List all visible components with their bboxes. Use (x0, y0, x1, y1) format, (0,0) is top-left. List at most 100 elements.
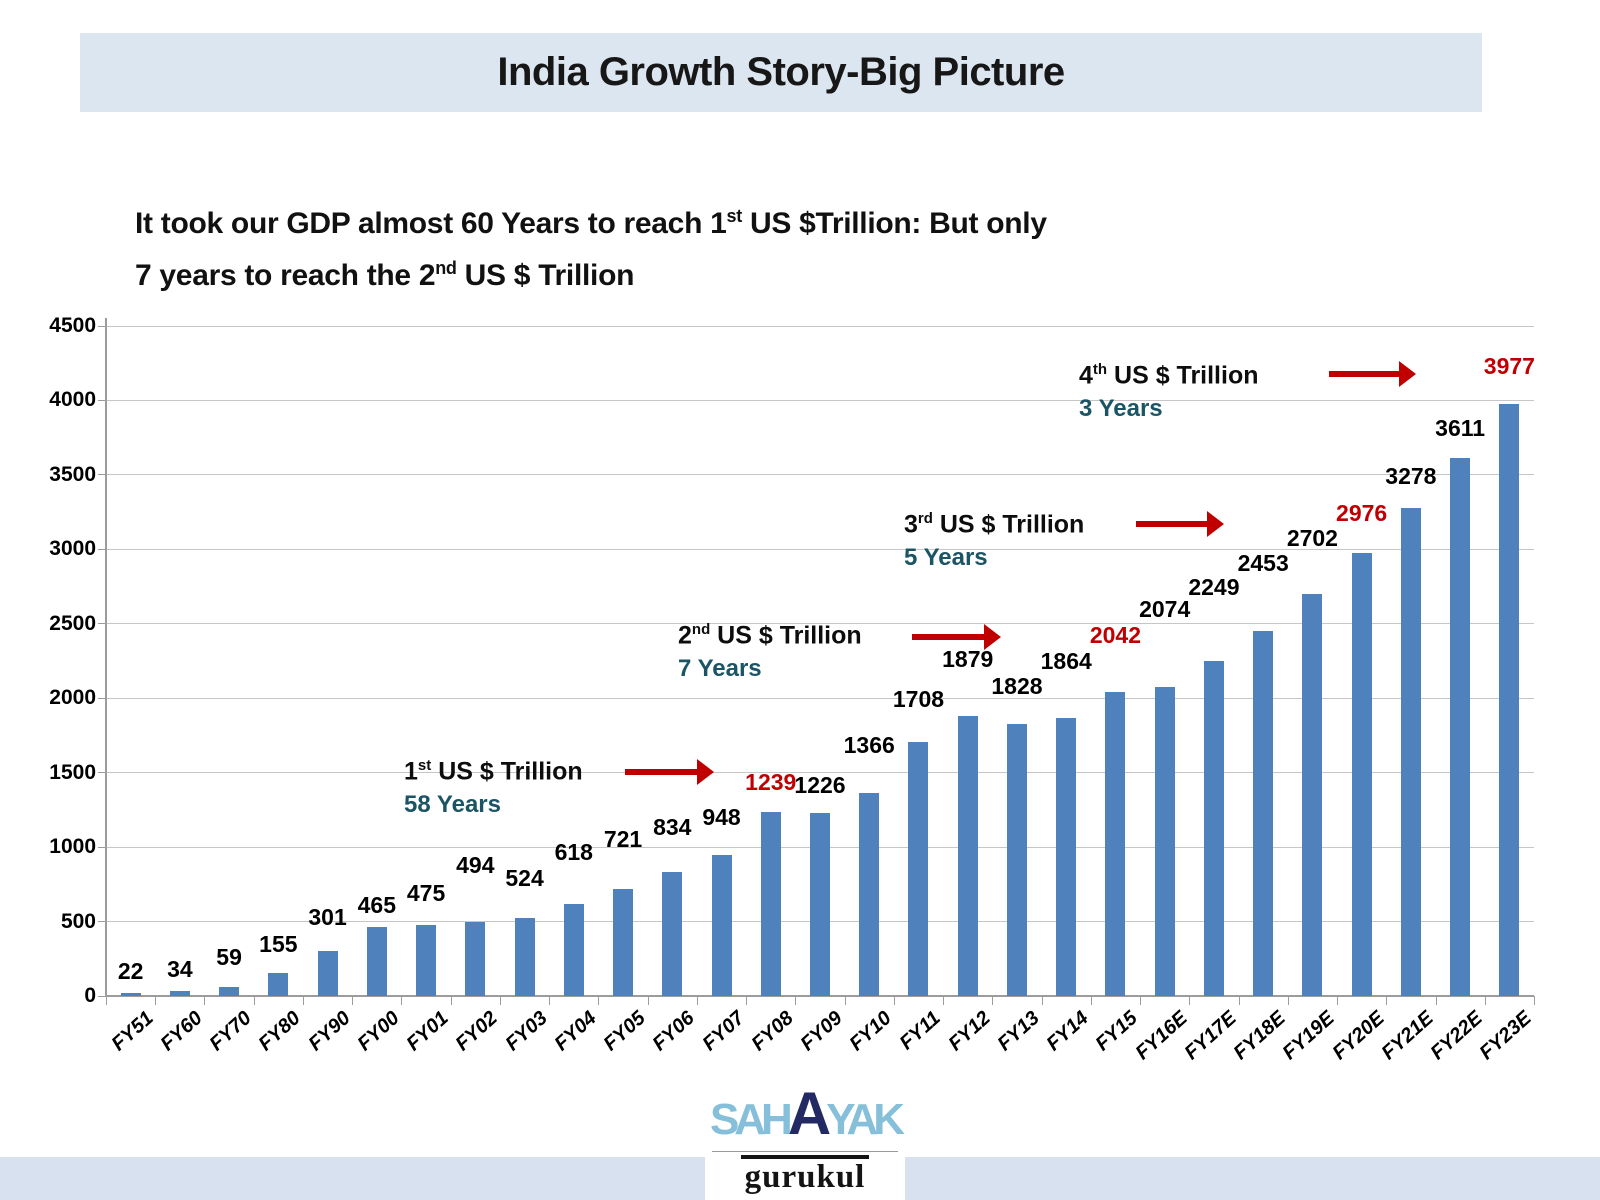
annotation-4th-trillion-label: 4th US $ Trillion (1079, 361, 1259, 390)
bar-FY11 (908, 741, 929, 996)
bar-value-label-FY16E: 2074 (1139, 596, 1191, 623)
y-axis-tick-label: 500 (60, 909, 96, 933)
y-axis-tick (98, 921, 106, 923)
logo-gurukul-text: gurukul (740, 1155, 870, 1196)
x-axis-tick (1238, 996, 1240, 1005)
y-axis-tick-label: 1000 (49, 835, 96, 859)
bar-value-label-FY17E: 2249 (1188, 574, 1240, 601)
arrow-icon (625, 759, 714, 785)
bar-FY12 (957, 716, 978, 996)
bar-FY51 (120, 992, 141, 996)
bar-FY90 (317, 951, 338, 996)
bar-value-label-FY02: 494 (456, 852, 495, 879)
bar-FY17E (1203, 661, 1224, 996)
bar-value-label-FY15: 2042 (1089, 621, 1142, 648)
x-axis-tick (1090, 996, 1092, 1005)
bar-value-label-FY05: 721 (603, 825, 643, 852)
bar-value-label-FY11: 1708 (892, 685, 945, 712)
bar-value-label-FY18E: 2453 (1237, 549, 1289, 576)
arrow-icon (1136, 511, 1224, 537)
bar-value-label-FY03: 524 (505, 864, 544, 891)
bar-value-label-FY22E: 3611 (1435, 415, 1486, 442)
bar-FY13 (1006, 723, 1027, 996)
arrow-icon (912, 624, 1001, 650)
x-axis-line (106, 995, 1534, 997)
x-axis-tick (844, 996, 846, 1005)
bar-FY70 (219, 987, 240, 996)
annotation-3rd-trillion-label: 3rd US $ Trillion (904, 510, 1085, 539)
bar-FY10 (859, 792, 880, 996)
gridline (106, 399, 1534, 401)
y-axis-tick (98, 548, 106, 550)
x-axis-tick (401, 996, 403, 1005)
x-axis-tick (352, 996, 354, 1005)
x-axis-tick (204, 996, 206, 1005)
annotation-2nd-trillion-years: 7 Years (678, 655, 762, 682)
y-axis-tick (98, 995, 106, 997)
bar-value-label-FY23E: 3977 (1483, 352, 1535, 379)
subtitle: It took our GDP almost 60 Years to reach… (135, 194, 1315, 298)
bar-value-label-FY08: 1239 (745, 768, 797, 795)
y-axis-tick-label: 4500 (49, 314, 96, 337)
bar-FY16E (1154, 687, 1175, 996)
y-axis-tick (98, 846, 106, 848)
bar-value-label-FY07: 948 (702, 803, 741, 830)
y-axis-tick (98, 697, 106, 699)
bar-value-label-FY19E: 2702 (1286, 524, 1338, 551)
bar-value-label-FY90: 301 (308, 904, 347, 931)
bar-value-label-FY00: 465 (357, 891, 396, 918)
x-axis-tick (893, 996, 895, 1005)
annotation-3rd-trillion-years: 5 Years (904, 544, 988, 571)
bar-FY15 (1105, 691, 1126, 996)
subtitle-line2: 7 years to reach the 2nd US $ Trillion (135, 258, 635, 292)
gridline (106, 697, 1534, 699)
gridline (106, 325, 1534, 327)
x-axis-tick (1041, 996, 1043, 1005)
bar-value-label-FY21E: 3278 (1385, 462, 1437, 489)
bar-FY06 (662, 871, 683, 996)
bar-FY07 (711, 854, 732, 996)
bar-value-label-FY10: 1366 (843, 731, 895, 758)
gridline (106, 623, 1534, 625)
x-axis-tick (1140, 996, 1142, 1005)
bar-FY09 (810, 813, 830, 996)
x-axis-tick (253, 996, 255, 1005)
x-axis-tick (1189, 996, 1191, 1005)
bar-value-label-FY09: 1226 (794, 772, 846, 799)
bar-FY14 (1056, 718, 1077, 996)
bar-FY22E (1450, 458, 1471, 996)
bar-FY00 (366, 926, 387, 996)
y-axis-tick-label: 2000 (49, 686, 96, 710)
subtitle-line1: It took our GDP almost 60 Years to reach… (135, 206, 1047, 240)
sahayak-gurukul-logo: SAHAYAK gurukul (705, 1084, 905, 1200)
gridline (106, 474, 1534, 476)
bar-value-label-FY14: 1864 (1040, 648, 1092, 675)
y-axis-tick-label: 3000 (49, 537, 96, 561)
x-axis-tick (992, 996, 994, 1005)
logo-part-right: YAK (826, 1095, 905, 1144)
bar-value-label-FY60: 34 (167, 955, 193, 982)
x-axis-tick (1534, 996, 1535, 1005)
bar-FY23E (1499, 403, 1520, 996)
y-axis-tick (98, 623, 106, 625)
x-axis-tick (1484, 996, 1486, 1005)
bar-value-label-FY51: 22 (117, 957, 144, 984)
gridline (106, 548, 1534, 550)
x-axis-tick (549, 996, 551, 1005)
y-axis-tick-label: 1500 (49, 760, 96, 784)
bar-FY18E (1253, 630, 1274, 996)
bar-FY20E (1351, 552, 1372, 996)
page-title: India Growth Story-Big Picture (497, 50, 1065, 94)
x-axis-tick (647, 996, 649, 1005)
logo-part-mid: A (787, 1080, 831, 1147)
bar-FY02 (465, 922, 486, 996)
bar-FY05 (613, 888, 634, 996)
x-axis-tick (1435, 996, 1437, 1005)
annotation-2nd-trillion-label: 2nd US $ Trillion (678, 621, 862, 650)
gridline (106, 772, 1534, 774)
y-axis-tick-label: 4000 (49, 388, 96, 412)
x-axis-tick (302, 996, 304, 1005)
x-axis-tick (795, 996, 797, 1005)
x-axis-tick (106, 996, 107, 1005)
